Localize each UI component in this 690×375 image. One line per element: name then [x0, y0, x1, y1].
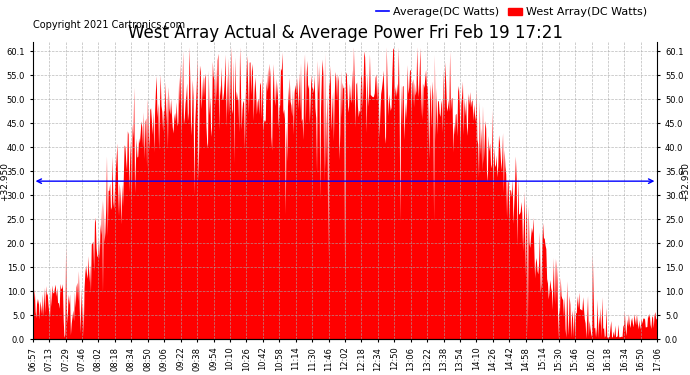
Legend: Average(DC Watts), West Array(DC Watts): Average(DC Watts), West Array(DC Watts) — [371, 3, 652, 22]
Text: +32.950: +32.950 — [681, 162, 690, 201]
Text: Copyright 2021 Cartronics.com: Copyright 2021 Cartronics.com — [32, 20, 185, 30]
Title: West Array Actual & Average Power Fri Feb 19 17:21: West Array Actual & Average Power Fri Fe… — [128, 24, 562, 42]
Text: +32.950: +32.950 — [0, 162, 9, 201]
